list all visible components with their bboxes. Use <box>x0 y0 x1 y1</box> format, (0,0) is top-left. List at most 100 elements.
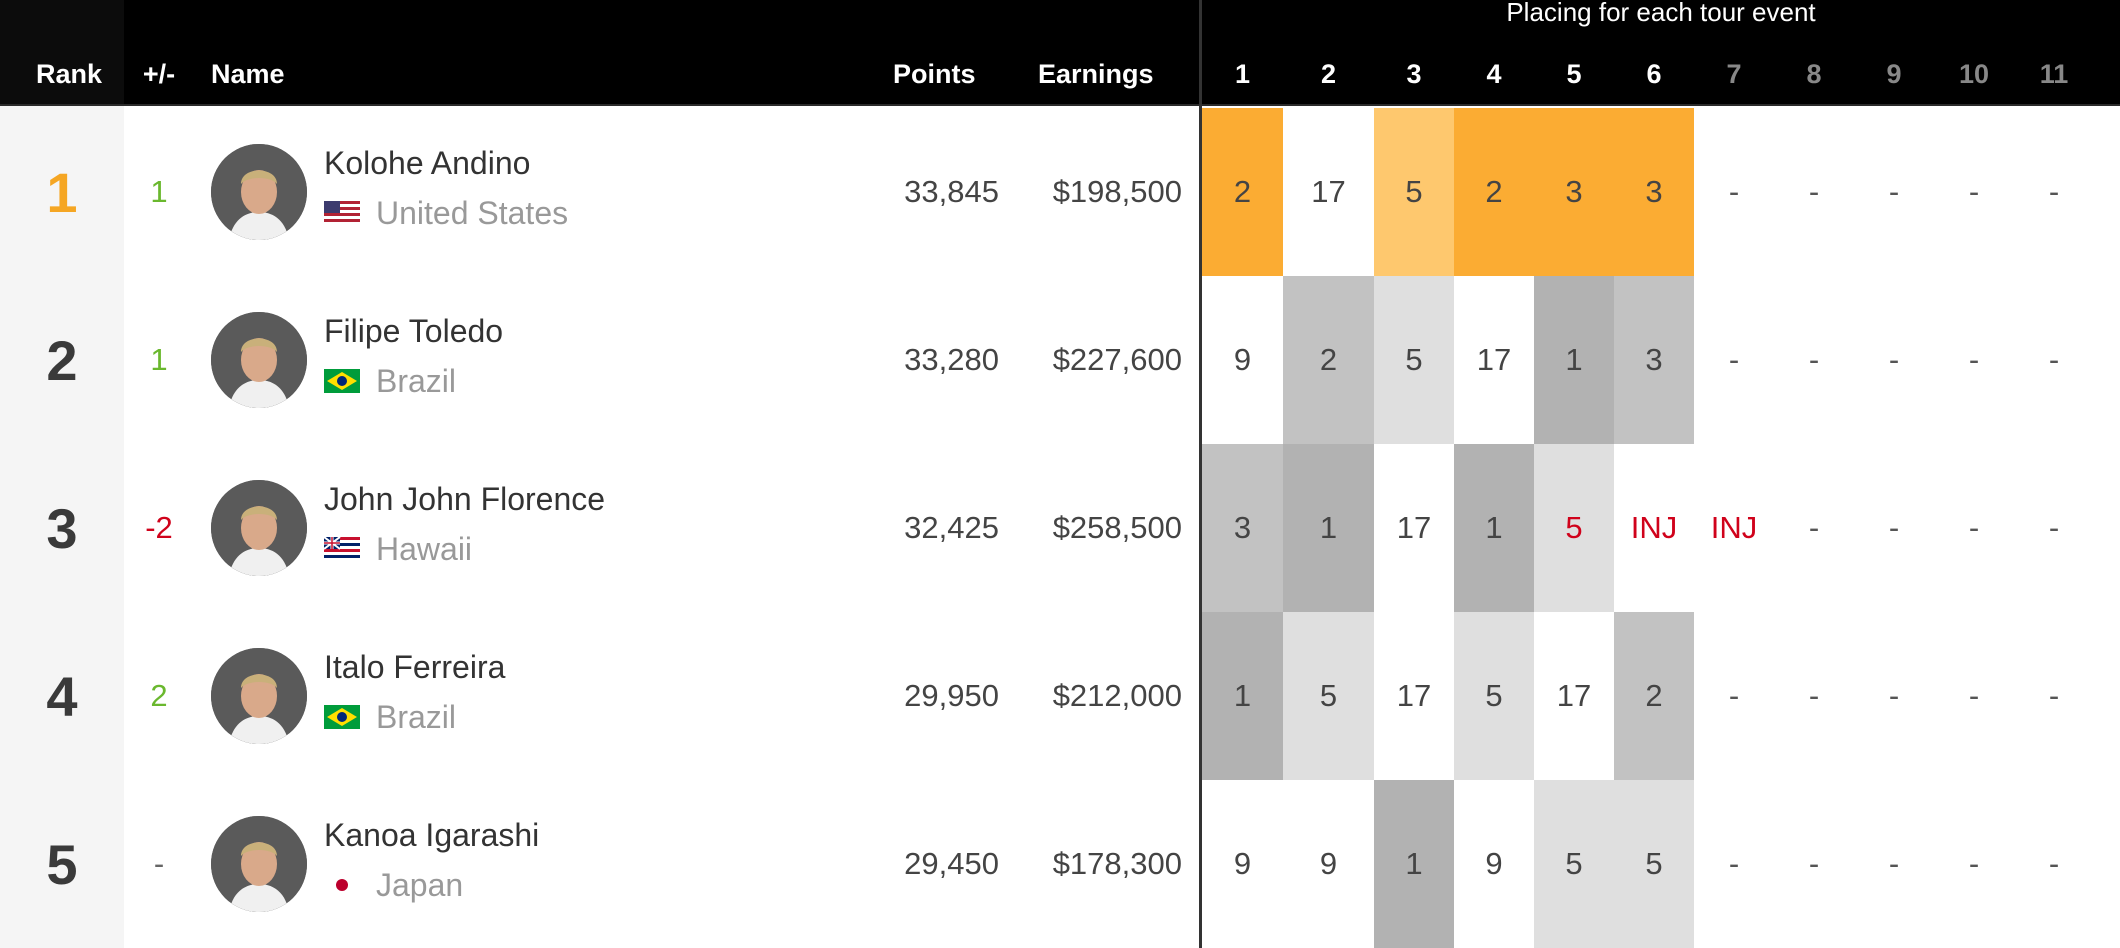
table-row[interactable]: 1 1 Kolohe Andino United States 33,845 $198,5… <box>0 108 2120 276</box>
placing-value: - <box>1888 342 1900 377</box>
change-cell: 1 <box>124 276 194 444</box>
placing-cell: - <box>1694 276 1774 444</box>
placing-cell: 17 <box>1283 108 1374 276</box>
table-row[interactable]: 4 2 Italo Ferreira Brazil 29,950 $212,000 1 5 17… <box>0 612 2120 780</box>
placing-value: - <box>1728 678 1740 713</box>
placing-cell: INJ <box>1614 444 1694 612</box>
japan-flag-icon <box>336 879 348 891</box>
event-header-9[interactable]: 9 <box>1886 59 1902 89</box>
event-header-2[interactable]: 2 <box>1320 59 1337 89</box>
change-cell: 2 <box>124 612 194 780</box>
points-cell: 29,450 <box>860 780 999 948</box>
placing-value: 3 <box>1645 174 1663 209</box>
placing-value: 5 <box>1565 846 1583 881</box>
table-row[interactable]: 2 1 Filipe Toledo Brazil 33,280 $227,600 9 2 5 17… <box>0 276 2120 444</box>
placing-cell: - <box>1854 780 1934 948</box>
earnings-header[interactable]: Earnings <box>1038 59 1154 89</box>
placing-cell: - <box>1854 108 1934 276</box>
table-header: Placing for each tour event Rank +/- Nam… <box>0 0 2120 106</box>
table-row[interactable]: 5 - Kanoa Igarashi Japan 29,450 $178,300 9 9 1 9 5… <box>0 780 2120 948</box>
athlete-name[interactable]: Kanoa Igarashi <box>324 817 540 853</box>
name-header[interactable]: Name <box>211 59 285 89</box>
athlete-name[interactable]: Filipe Toledo <box>324 313 504 349</box>
points-cell: 32,425 <box>860 444 999 612</box>
placing-cell: 5 <box>1454 612 1534 780</box>
placing-cell: - <box>1774 444 1854 612</box>
placing-cell: - <box>1934 276 2014 444</box>
change-cell: - <box>124 780 194 948</box>
points-cell: 33,280 <box>860 276 999 444</box>
event-header-11[interactable]: 11 <box>2039 59 2069 89</box>
placing-cell: 17 <box>1454 276 1534 444</box>
placing-cell: - <box>1934 612 2014 780</box>
avatar[interactable] <box>211 648 307 744</box>
change-header[interactable]: +/- <box>142 59 176 89</box>
placing-cell: 1 <box>1202 612 1283 780</box>
rank-header[interactable]: Rank <box>35 59 103 89</box>
placing-value: - <box>1888 678 1900 713</box>
placing-value: 1 <box>1405 846 1423 881</box>
placing-value: 5 <box>1405 342 1423 377</box>
rank-change: -2 <box>145 510 173 545</box>
placing-value: 17 <box>1311 174 1346 209</box>
points-value: 32,425 <box>904 510 999 545</box>
placing-value: 1 <box>1319 510 1338 545</box>
placing-value: 5 <box>1405 174 1423 209</box>
athlete-country: United States <box>324 193 568 233</box>
placing-cell: 2 <box>1202 108 1283 276</box>
placing-value: - <box>1968 678 1980 713</box>
placing-value: 17 <box>1396 678 1432 713</box>
placing-cell: 9 <box>1202 276 1283 444</box>
rank-header-shade <box>0 0 124 104</box>
rank-cell: 5 <box>0 780 124 948</box>
placing-cell: 17 <box>1374 612 1454 780</box>
athlete-name[interactable]: Italo Ferreira <box>324 649 506 685</box>
events-super-header: Placing for each tour event <box>1506 0 1816 27</box>
avatar[interactable] <box>211 144 307 240</box>
placing-cell: 2 <box>1454 108 1534 276</box>
placing-cell: 17 <box>1374 444 1454 612</box>
rank-cell: 2 <box>0 276 124 444</box>
event-header-8[interactable]: 8 <box>1806 59 1822 89</box>
placing-cell: 9 <box>1283 780 1374 948</box>
event-header-1[interactable]: 1 <box>1234 59 1251 89</box>
earnings-cell: $198,500 <box>1020 108 1182 276</box>
athlete-name[interactable]: John John Florence <box>324 481 606 517</box>
avatar[interactable] <box>211 480 307 576</box>
event-header-7[interactable]: 7 <box>1726 59 1742 89</box>
event-header-5[interactable]: 5 <box>1566 59 1582 89</box>
avatar-image <box>211 816 307 912</box>
avatar[interactable] <box>211 816 307 912</box>
event-header-4[interactable]: 4 <box>1486 59 1502 89</box>
points-header[interactable]: Points <box>893 59 976 89</box>
avatar[interactable] <box>211 312 307 408</box>
placing-cell: - <box>2014 108 2094 276</box>
table-row[interactable]: 3 -2 John John Florence Hawaii 32,425 $258,50… <box>0 444 2120 612</box>
placing-value: 5 <box>1565 510 1583 545</box>
placing-value: 9 <box>1233 846 1252 881</box>
placing-cell: - <box>2014 780 2094 948</box>
placing-value: - <box>1808 678 1820 713</box>
change-cell: 1 <box>124 108 194 276</box>
placing-value: 1 <box>1233 678 1252 713</box>
placing-cell: - <box>1774 780 1854 948</box>
event-header-6[interactable]: 6 <box>1646 59 1662 89</box>
placing-value: 17 <box>1476 342 1512 377</box>
placing-value: - <box>2048 342 2060 377</box>
placing-value: 3 <box>1565 174 1583 209</box>
placing-cell: - <box>2014 444 2094 612</box>
placing-value: 2 <box>1233 174 1252 209</box>
placing-cell: 5 <box>1283 612 1374 780</box>
athlete-name[interactable]: Kolohe Andino <box>324 145 531 181</box>
events-divider <box>1199 0 1202 948</box>
placing-cell: 3 <box>1202 444 1283 612</box>
placing-cell: 3 <box>1534 108 1614 276</box>
earnings-cell: $178,300 <box>1020 780 1182 948</box>
avatar-image <box>211 648 307 744</box>
placing-value: 17 <box>1396 510 1432 545</box>
placing-cell: - <box>1774 612 1854 780</box>
earnings-value: $212,000 <box>1052 678 1182 713</box>
event-header-3[interactable]: 3 <box>1406 59 1422 89</box>
placing-cell: - <box>2014 612 2094 780</box>
event-header-10[interactable]: 10 <box>1958 59 1990 89</box>
